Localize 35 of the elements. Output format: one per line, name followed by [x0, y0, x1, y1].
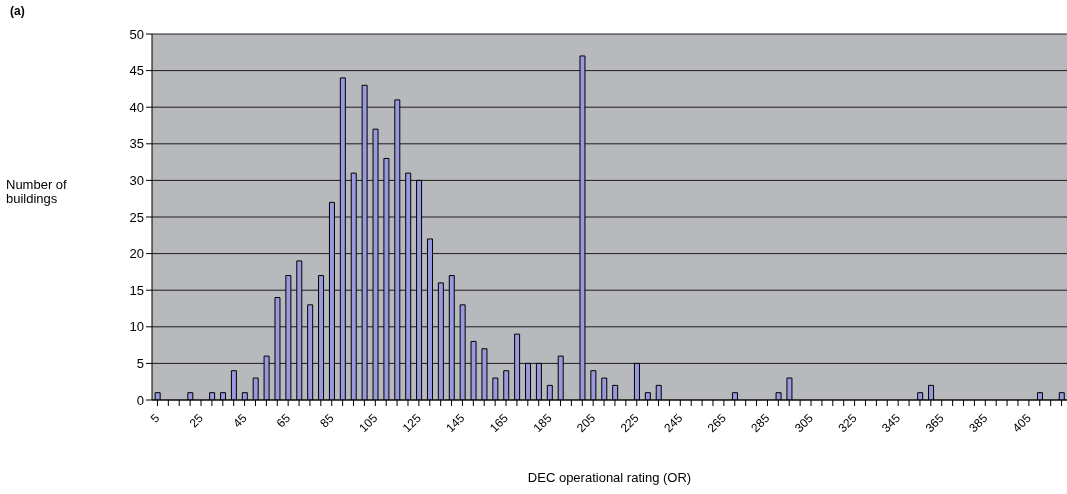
x-axis-title: DEC operational rating (OR) [526, 470, 693, 485]
x-tick-label: 365 [922, 410, 947, 436]
x-tick-label: 85 [317, 410, 337, 431]
y-tick-label: 15 [129, 282, 144, 298]
x-tick-label: 405 [1009, 410, 1035, 436]
x-tick-label: 345 [879, 410, 904, 436]
x-tick-label: 65 [273, 410, 294, 431]
y-tick-label: 40 [129, 99, 144, 115]
text: (a) [10, 4, 25, 18]
y-tick-label: 25 [129, 209, 144, 225]
x-tick-label: 305 [791, 410, 817, 436]
y-tick-label: 0 [136, 392, 144, 408]
y-tick-label: 30 [129, 173, 144, 189]
y-axis-title: Number of buildings [6, 177, 68, 206]
y-tick-label: 50 [129, 26, 144, 42]
x-tick-label: 5 [147, 410, 163, 426]
y-tick-label: 45 [129, 63, 144, 79]
x-tick-label: 325 [835, 410, 860, 436]
x-tick-label: 285 [748, 410, 773, 436]
y-tick-label: 20 [129, 246, 144, 262]
x-tick-label: 145 [443, 410, 468, 436]
x-tick-label: 25 [186, 410, 207, 431]
x-tick-label: 205 [574, 410, 599, 436]
x-tick-label: 245 [661, 410, 686, 436]
y-tick-label: 10 [129, 319, 144, 335]
y-tick-label: 35 [129, 136, 144, 152]
x-tick-label: 125 [399, 410, 425, 436]
x-tick-label: 385 [966, 410, 991, 436]
x-tick-label: 165 [486, 410, 512, 436]
x-tick-label: 225 [617, 410, 642, 436]
y-tick-label: 5 [136, 356, 144, 372]
x-tick-label: 105 [356, 410, 381, 436]
x-tick-label: 185 [530, 410, 555, 436]
x-tick-label: 265 [704, 410, 730, 436]
x-tick-label: 45 [230, 410, 250, 431]
